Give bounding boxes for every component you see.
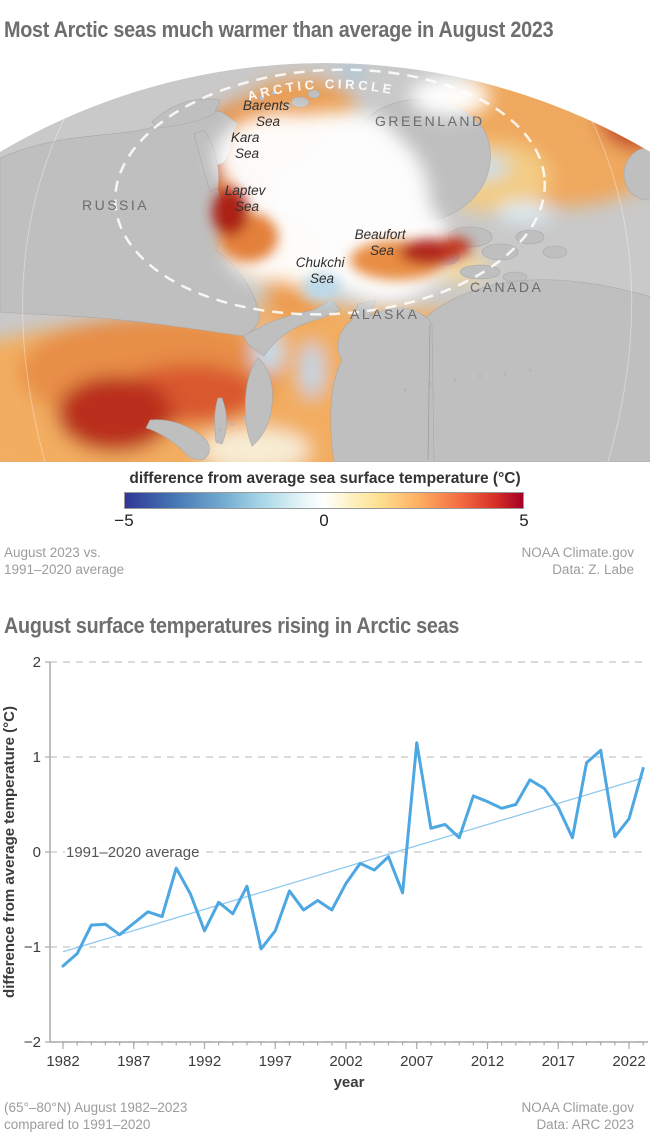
land-scandinavia: [151, 98, 221, 129]
map-caption-left: August 2023 vs. 1991–2020 average: [4, 545, 125, 577]
map-label-russia: RUSSIA: [82, 197, 149, 213]
arctic-circle-line: [113, 68, 547, 316]
land-novaya-zemlya: [193, 129, 219, 193]
land-alaska: [330, 299, 435, 462]
svg-text:1: 1: [33, 749, 41, 766]
colorbar-title: difference from average sea surface temp…: [129, 470, 521, 487]
land-kamchatka: [244, 357, 273, 447]
svg-text:2: 2: [33, 654, 41, 671]
y-axis-title: difference from average temperature (°C): [1, 706, 18, 998]
map-label-kara-sea: Kara Sea: [231, 130, 263, 161]
map-label-alaska: ALASKA: [350, 306, 419, 322]
colorbar-gradient: [124, 492, 524, 509]
chart-caption-left: (65°–80°N) August 1982–2023 compared to …: [4, 1100, 188, 1132]
colorbar-ticks: −5 0 5: [0, 511, 650, 531]
chart-panel-title: August surface temperatures rising in Ar…: [4, 613, 460, 638]
map-label-barents-sea: Barents Sea: [243, 98, 293, 129]
alaska-canada-border: [427, 323, 431, 461]
map-panel-title: Most Arctic seas much warmer than averag…: [4, 17, 554, 42]
svg-text:0: 0: [33, 844, 41, 861]
svg-text:2022: 2022: [612, 1053, 645, 1070]
land-russia: [0, 110, 260, 337]
svg-text:1992: 1992: [188, 1053, 221, 1070]
map-label-beaufort-sea: Beaufort Sea: [355, 227, 410, 258]
arctic-sst-timeseries-chart: 2 1 0 −1 −2 1982 1987 1992 1997 2002 2007 2012 2017 2…: [1, 654, 648, 1091]
colorbar-tick-min: −5: [114, 511, 134, 530]
map-label-chukchi-sea: Chukchi Sea: [296, 255, 349, 286]
svg-text:−2: −2: [24, 1034, 41, 1051]
svg-text:2007: 2007: [400, 1053, 433, 1070]
land-japan: [145, 419, 210, 461]
chart-plot-area: 2 1 0 −1 −2 1982 1987 1992 1997 2002 2007 2012 2017 2…: [1, 654, 648, 1091]
svg-text:1987: 1987: [117, 1053, 150, 1070]
zero-line-label: 1991–2020 average: [66, 844, 199, 861]
arctic-sst-anomaly-map: ARCTIC CIRCLE RUSSIA GREENLAND CANADA AL…: [0, 63, 650, 462]
colorbar-tick-zero: 0: [319, 511, 329, 530]
svg-text:2002: 2002: [329, 1053, 362, 1070]
map-label-laptev-sea: Laptev Sea: [225, 183, 269, 214]
land-sakhalin: [214, 397, 227, 445]
map-caption-right: NOAA Climate.gov Data: Z. Labe: [521, 545, 634, 577]
x-axis-title: year: [334, 1074, 365, 1091]
colorbar-tick-max: 5: [519, 511, 529, 530]
svg-text:2017: 2017: [542, 1053, 575, 1070]
map-label-greenland: GREENLAND: [375, 113, 485, 129]
map-label-canada: CANADA: [470, 279, 543, 295]
chart-caption-right: NOAA Climate.gov Data: ARC 2023: [521, 1100, 634, 1132]
coastal-anomaly-accents: [212, 188, 471, 303]
svg-text:−1: −1: [24, 939, 41, 956]
graticule: [22, 106, 633, 462]
land-canadian-archipelago: [430, 226, 568, 283]
svg-text:2012: 2012: [471, 1053, 504, 1070]
svg-text:1997: 1997: [259, 1053, 292, 1070]
svg-text:1982: 1982: [46, 1053, 79, 1070]
